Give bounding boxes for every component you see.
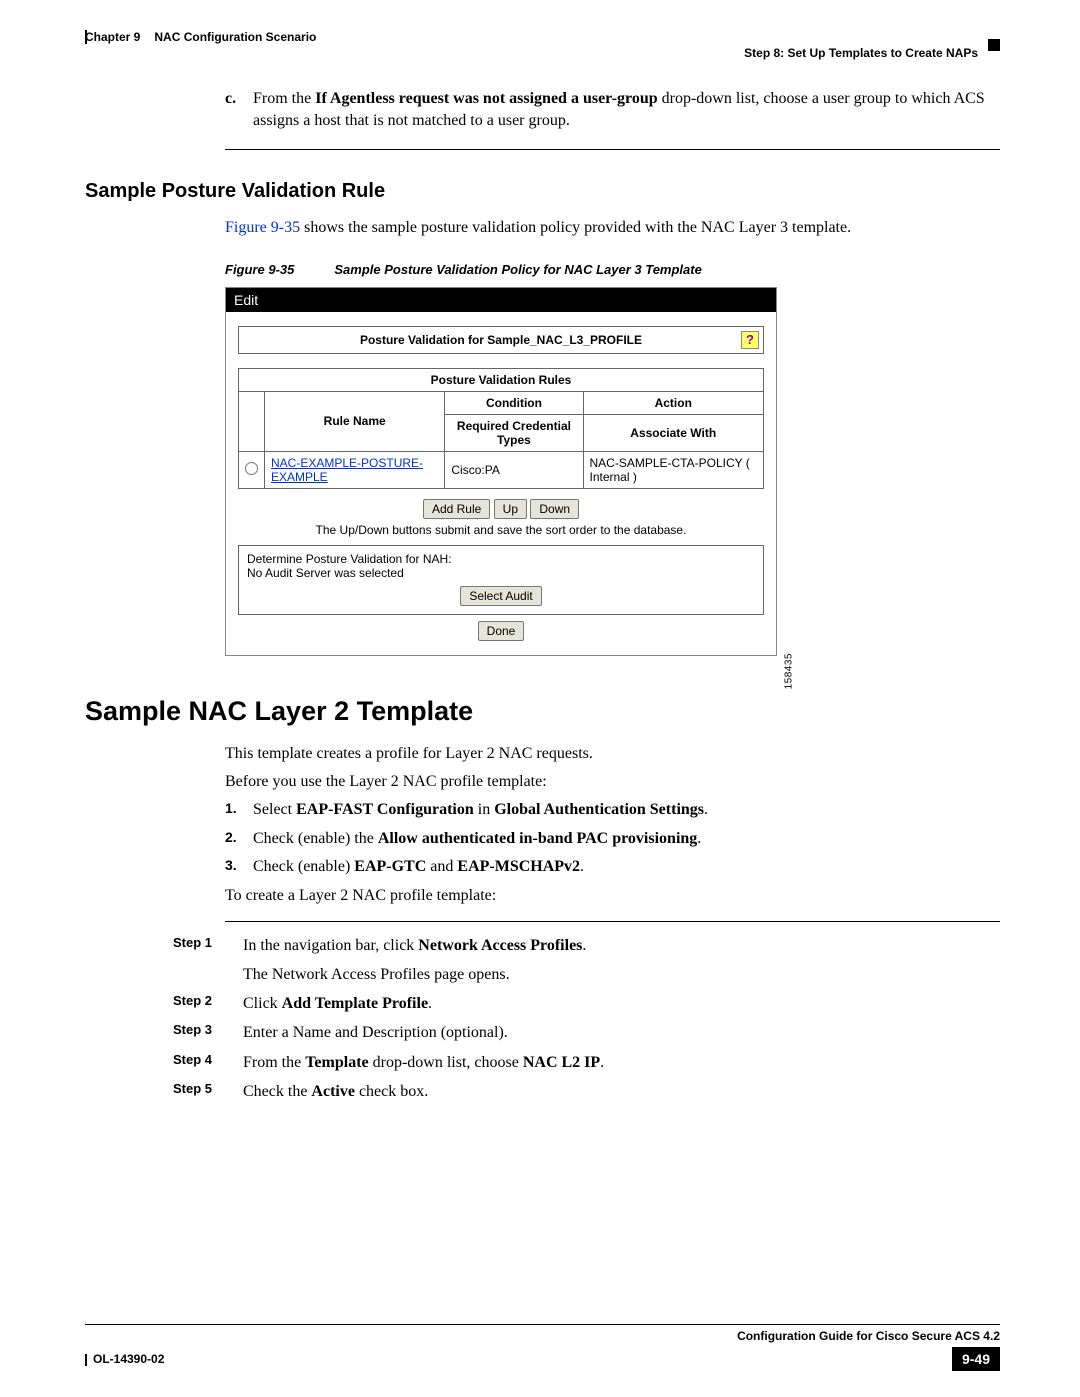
step-label: Step 2: [173, 992, 225, 1015]
down-button[interactable]: Down: [530, 499, 579, 519]
sort-hint: The Up/Down buttons submit and save the …: [238, 523, 764, 537]
header-right-title: Step 8: Set Up Templates to Create NAPs: [744, 46, 978, 60]
step-row: Step 4 From the Template drop-down list,…: [173, 1051, 1000, 1074]
page-number-badge: 9-49: [952, 1347, 1000, 1371]
col-associate: Associate With: [583, 414, 764, 451]
step-label: Step 1: [173, 934, 225, 986]
step-row: Step 1 In the navigation bar, click Netw…: [173, 934, 1000, 986]
done-button[interactable]: Done: [478, 621, 525, 641]
list-item: 3. Check (enable) EAP-GTC and EAP-MSCHAP…: [225, 856, 1000, 878]
step-label: Step 4: [173, 1051, 225, 1074]
panel-title: Posture Validation for Sample_NAC_L3_PRO…: [238, 326, 764, 354]
l2-p1: This template creates a profile for Laye…: [225, 743, 1000, 765]
step-row: Step 2 Click Add Template Profile.: [173, 992, 1000, 1015]
list-item: 2. Check (enable) the Allow authenticate…: [225, 828, 1000, 850]
step-row: Step 3 Enter a Name and Description (opt…: [173, 1021, 1000, 1044]
audit-line-1: Determine Posture Validation for NAH:: [247, 552, 755, 566]
step-label: Step 3: [173, 1021, 225, 1044]
col-select: [239, 391, 265, 451]
posture-intro: Figure 9-35 shows the sample posture val…: [225, 217, 1000, 239]
section-heading-layer2: Sample NAC Layer 2 Template: [85, 696, 1000, 727]
page-footer: Configuration Guide for Cisco Secure ACS…: [85, 1324, 1000, 1371]
figure-title: Sample Posture Validation Policy for NAC…: [334, 262, 701, 277]
figure-number: Figure 9-35: [225, 262, 294, 277]
help-icon[interactable]: ?: [741, 331, 759, 349]
col-condition: Condition: [445, 391, 583, 414]
cell-assoc: NAC-SAMPLE-CTA-POLICY ( Internal ): [583, 451, 764, 488]
l2-p2: Before you use the Layer 2 NAC profile t…: [225, 771, 1000, 793]
col-rule-name: Rule Name: [265, 391, 445, 451]
footer-guide: Configuration Guide for Cisco Secure ACS…: [737, 1329, 1000, 1343]
figure-ref-link[interactable]: Figure 9-35: [225, 219, 300, 236]
footer-tick-icon: [85, 1354, 87, 1366]
rule-select-radio[interactable]: [245, 462, 258, 475]
window-title: Edit: [226, 288, 776, 312]
page-header: Chapter 9 NAC Configuration Scenario Ste…: [85, 30, 1000, 60]
rule-link[interactable]: NAC-EXAMPLE-POSTURE-EXAMPLE: [271, 456, 423, 484]
col-action: Action: [583, 391, 764, 414]
footer-doc: OL-14390-02: [93, 1352, 164, 1366]
header-marker-icon: [988, 39, 1000, 51]
divider: [225, 149, 1000, 150]
figure-screenshot: Edit Posture Validation for Sample_NAC_L…: [225, 287, 777, 656]
step-row: Step 5 Check the Active check box.: [173, 1080, 1000, 1103]
audit-block: Determine Posture Validation for NAH: No…: [238, 545, 764, 615]
select-audit-button[interactable]: Select Audit: [460, 586, 541, 606]
up-button[interactable]: Up: [494, 499, 527, 519]
chapter-title: NAC Configuration Scenario: [154, 30, 316, 44]
section-heading-posture: Sample Posture Validation Rule: [85, 180, 1000, 203]
item-marker: c.: [225, 88, 243, 131]
list-item: 1. Select EAP-FAST Configuration in Glob…: [225, 799, 1000, 821]
list-item-c: c. From the If Agentless request was not…: [225, 88, 1000, 131]
chapter-label: Chapter 9: [85, 30, 140, 44]
add-rule-button[interactable]: Add Rule: [423, 499, 490, 519]
table-row: NAC-EXAMPLE-POSTURE-EXAMPLE Cisco:PA NAC…: [239, 451, 764, 488]
step-label: Step 5: [173, 1080, 225, 1103]
prereq-list: 1. Select EAP-FAST Configuration in Glob…: [225, 799, 1000, 878]
col-required-cred: Required Credential Types: [445, 414, 583, 451]
rules-table: Rule Name Condition Action Required Cred…: [238, 391, 764, 489]
item-text: From the If Agentless request was not as…: [253, 88, 1000, 131]
l2-p3: To create a Layer 2 NAC profile template…: [225, 885, 1000, 907]
figure-caption: Figure 9-35 Sample Posture Validation Po…: [225, 262, 1000, 277]
rules-title: Posture Validation Rules: [238, 368, 764, 391]
audit-line-2: No Audit Server was selected: [247, 566, 755, 580]
header-tick: [85, 30, 87, 44]
cell-cred: Cisco:PA: [445, 451, 583, 488]
divider: [225, 921, 1000, 922]
figure-id-number: 158435: [783, 653, 794, 689]
